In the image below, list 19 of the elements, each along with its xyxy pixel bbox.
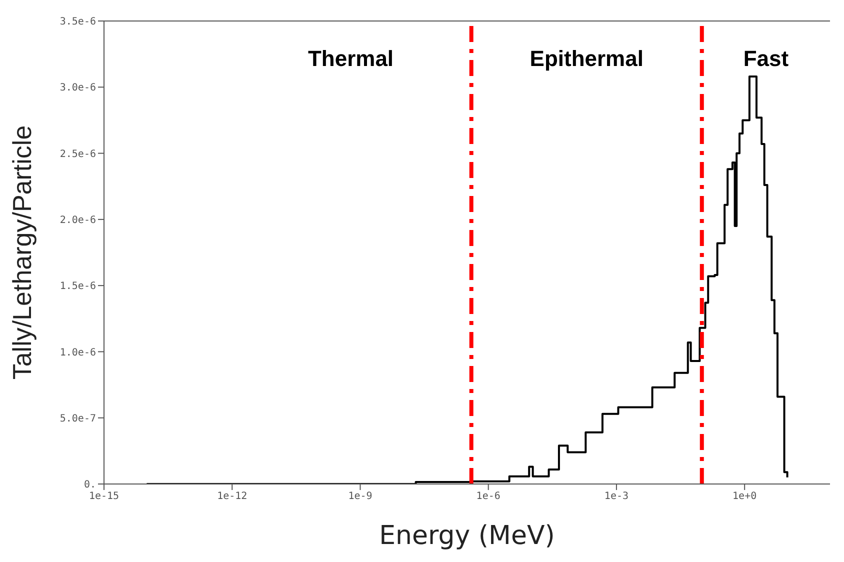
x-tick-label: 1e+0 <box>732 491 757 502</box>
x-tick-label: 1e-12 <box>217 491 248 502</box>
y-tick-label: 2.5e-6 <box>60 148 96 160</box>
y-tick-label: 3.5e-6 <box>60 16 96 28</box>
y-axis-title: Tally/Lethargy/Particle <box>7 125 38 380</box>
y-tick-label: 1.5e-6 <box>60 281 96 292</box>
x-tick-label: 1e-6 <box>476 491 500 502</box>
annotation: Epithermal <box>530 46 644 71</box>
x-tick-label: 1e-15 <box>88 491 120 502</box>
annotation: Fast <box>743 46 790 71</box>
y-tick-label: 5.0e-7 <box>60 413 96 424</box>
x-tick-label: 1e-9 <box>348 491 372 502</box>
x-axis-title: Energy (MeV) <box>379 521 555 551</box>
y-tick-label: 2.0e-6 <box>60 214 96 226</box>
annotation: Thermal <box>308 46 394 71</box>
y-tick-label: 0. <box>84 480 96 491</box>
y-tick-label: 3.0e-6 <box>60 82 96 94</box>
x-tick-label: 1e-3 <box>604 491 629 502</box>
y-tick-label: 1.0e-6 <box>60 347 96 358</box>
